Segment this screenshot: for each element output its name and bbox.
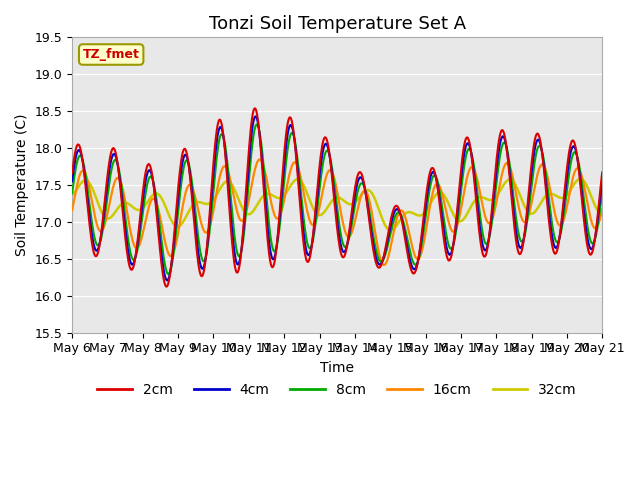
Legend: 2cm, 4cm, 8cm, 16cm, 32cm: 2cm, 4cm, 8cm, 16cm, 32cm [92, 377, 582, 403]
Y-axis label: Soil Temperature (C): Soil Temperature (C) [15, 114, 29, 256]
X-axis label: Time: Time [320, 361, 354, 375]
Title: Tonzi Soil Temperature Set A: Tonzi Soil Temperature Set A [209, 15, 466, 33]
Text: TZ_fmet: TZ_fmet [83, 48, 140, 61]
